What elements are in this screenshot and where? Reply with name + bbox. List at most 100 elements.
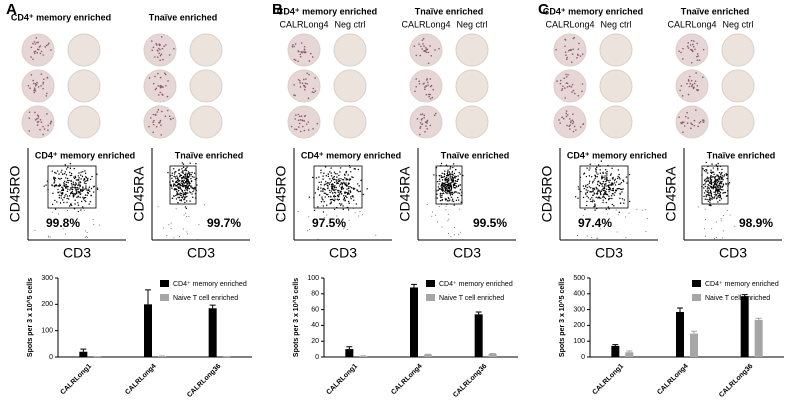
event-dot <box>74 176 77 179</box>
event-dot <box>445 181 447 183</box>
event-dot <box>594 203 596 205</box>
event-dot <box>327 173 330 175</box>
event-dot <box>709 180 712 183</box>
event-dot <box>585 184 587 186</box>
event-dot <box>628 173 631 176</box>
event-dot <box>173 183 175 185</box>
event-dot <box>73 208 76 210</box>
event-dot <box>356 183 359 185</box>
event-dot <box>338 178 340 180</box>
event-dot <box>726 177 728 180</box>
event-dot <box>189 191 191 193</box>
event-dot <box>191 193 193 195</box>
spot <box>290 125 293 128</box>
event-dot <box>45 184 47 186</box>
event-dot <box>353 168 355 170</box>
event-dot <box>447 173 449 176</box>
event-dot <box>326 204 328 206</box>
spot <box>34 111 36 114</box>
spot <box>36 52 39 54</box>
event-dot <box>708 184 710 187</box>
event-dot <box>703 169 706 172</box>
event-dot <box>190 180 193 183</box>
spot <box>432 88 435 91</box>
event-dot <box>328 189 331 192</box>
event-dot <box>331 192 334 194</box>
event-dot <box>457 199 460 201</box>
spot <box>570 49 573 51</box>
well <box>455 105 489 139</box>
spot <box>172 117 174 120</box>
spot <box>42 78 45 81</box>
event-dot <box>182 170 184 172</box>
well <box>721 69 755 103</box>
event-dot <box>346 185 349 187</box>
event-dot <box>334 195 337 198</box>
event-dot <box>454 177 457 179</box>
event-dot <box>603 196 606 199</box>
event-dot <box>336 176 338 178</box>
bar <box>79 351 88 357</box>
event-dot <box>458 171 460 174</box>
spot <box>158 52 160 54</box>
event-dot <box>175 170 177 173</box>
event-dot <box>176 182 178 184</box>
event-dot <box>442 184 444 187</box>
event-dot <box>330 180 333 182</box>
event-dot <box>605 183 607 185</box>
spot <box>305 78 307 80</box>
event-dot <box>713 173 715 176</box>
spot <box>429 45 431 47</box>
event-dot <box>193 187 195 190</box>
event-dot <box>612 184 614 186</box>
spot <box>34 84 37 87</box>
spot <box>37 41 40 44</box>
event-dot <box>353 199 355 201</box>
event-dot <box>602 199 604 201</box>
event-dot <box>336 194 339 197</box>
event-dot <box>181 190 184 192</box>
event-dot <box>706 172 709 174</box>
spot <box>693 119 696 122</box>
event-dot <box>188 173 191 176</box>
spot <box>680 85 683 87</box>
spot <box>300 42 303 44</box>
event-dot <box>431 215 433 217</box>
event-dot <box>711 228 713 230</box>
event-dot <box>78 187 80 189</box>
event-dot <box>715 184 718 186</box>
event-dot <box>53 182 55 184</box>
event-dot <box>579 176 582 178</box>
spot <box>563 77 566 80</box>
spot <box>302 78 305 81</box>
event-dot <box>54 171 56 174</box>
spot <box>572 121 575 123</box>
event-dot <box>352 195 354 197</box>
event-dot <box>620 181 623 184</box>
event-dot <box>431 211 433 213</box>
event-dot <box>599 192 602 195</box>
event-dot <box>337 194 340 196</box>
spot <box>168 54 171 56</box>
spot <box>36 81 38 84</box>
spot <box>695 72 697 74</box>
event-dot <box>78 172 80 174</box>
event-dot <box>77 210 80 213</box>
event-dot <box>81 175 84 178</box>
event-dot <box>707 179 709 181</box>
event-dot <box>72 181 74 183</box>
event-dot <box>721 178 723 180</box>
spot <box>572 130 575 133</box>
event-dot <box>720 218 722 220</box>
event-dot <box>453 227 455 229</box>
y-axis-label: Spots per 3 x 10^5 cells <box>558 278 566 357</box>
event-dot <box>70 179 72 182</box>
event-dot <box>591 201 594 203</box>
event-dot <box>331 198 334 201</box>
event-dot <box>599 165 601 167</box>
event-dot <box>333 189 336 191</box>
event-dot <box>194 193 197 195</box>
event-dot <box>458 184 460 186</box>
event-dot <box>704 235 706 237</box>
event-dot <box>646 218 648 220</box>
